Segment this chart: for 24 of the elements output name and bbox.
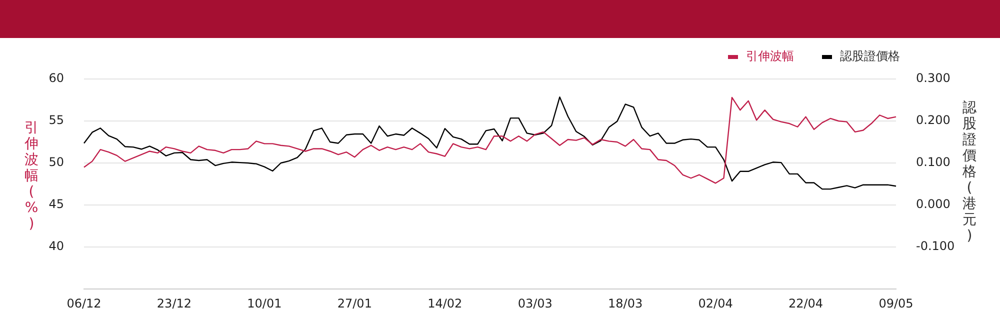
x-tick-label: 23/12: [156, 296, 192, 310]
x-tick-label: 09/05: [878, 296, 914, 310]
x-tick-label: 27/01: [337, 296, 372, 310]
text: 認股證價格(港元): [962, 100, 976, 244]
y2-tick-label: 0.000: [916, 197, 950, 212]
y-axis-title: 引伸波幅(%): [24, 120, 39, 232]
legend-label: 認股證價格: [840, 48, 900, 65]
y-tick-label: 60: [48, 71, 64, 86]
y-tick-label: 55: [48, 113, 64, 128]
y2-tick-label: 0.200: [916, 113, 950, 128]
y-tick-label: 40: [48, 239, 64, 254]
x-tick-label: 10/01: [247, 296, 282, 310]
y-tick-label: 50: [48, 155, 64, 170]
x-tick-label: 14/02: [428, 296, 462, 310]
x-tick-label: 06/12: [66, 296, 102, 310]
y2-tick-label: -0.100: [916, 239, 955, 254]
y2-tick-label: 0.100: [916, 155, 950, 170]
x-tick-label: 03/03: [518, 296, 552, 310]
y2-tick-label: 0.300: [916, 71, 950, 86]
x-tick-label: 18/03: [608, 296, 643, 310]
legend-label: 引伸波幅: [746, 48, 794, 65]
y-tick-label: 45: [48, 197, 64, 212]
x-tick-label: 22/04: [788, 296, 824, 310]
x-tick-label: 02/04: [698, 296, 733, 310]
